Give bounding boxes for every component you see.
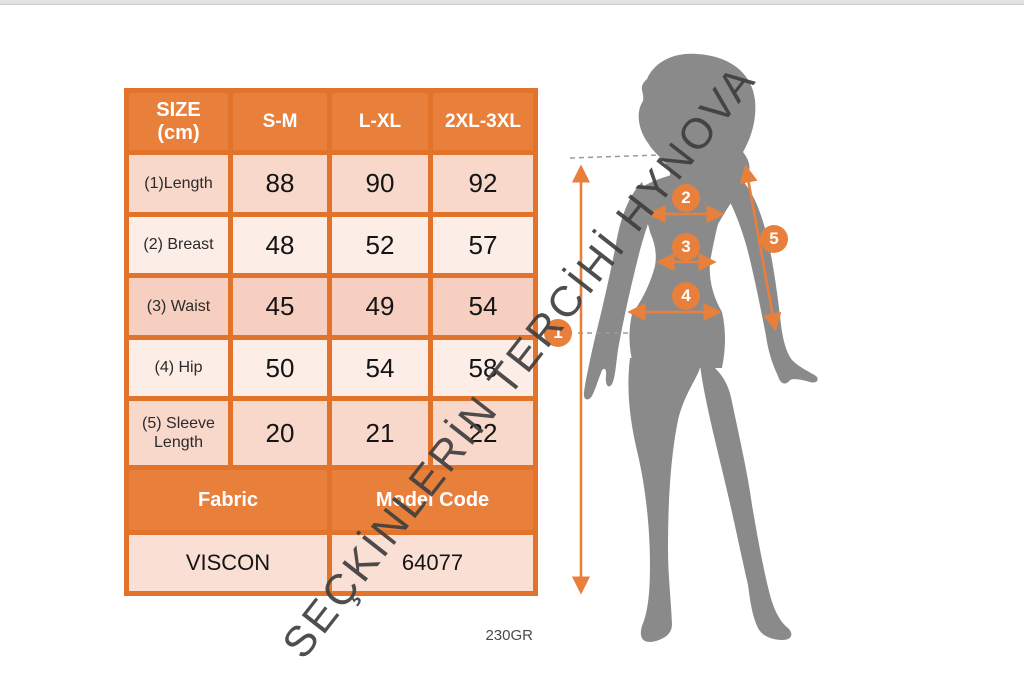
sleeve-2xl3xl: 22 (428, 396, 538, 470)
row-label-breast: (2) Breast (124, 212, 233, 278)
breast-sm: 48 (228, 212, 332, 278)
column-header-sm: S-M (228, 88, 332, 155)
length-lxl: 90 (327, 150, 433, 217)
row-label-hip: (4) Hip (124, 335, 233, 401)
figure-right-arm (730, 178, 818, 384)
breast-2xl3xl: 57 (428, 212, 538, 278)
measurement-marker-3: 3 (672, 233, 700, 261)
shoulder-dashed-line (569, 154, 661, 159)
model-code-header: Model Code (327, 465, 538, 535)
table-row-breast: (2) Breast 48 52 57 (124, 212, 538, 278)
figure-head (638, 53, 756, 196)
size-title-line1: SIZE (156, 98, 201, 121)
figure-left-leg (628, 358, 700, 642)
sleeve-arrow (739, 164, 782, 332)
hip-sm: 50 (228, 335, 332, 401)
figure-left-arm (583, 182, 652, 400)
hip-lxl: 54 (327, 335, 433, 401)
waist-sm: 45 (228, 273, 332, 340)
length-2xl3xl: 92 (428, 150, 538, 217)
row-label-sleeve: (5) Sleeve Length (124, 396, 233, 470)
column-header-lxl: L-XL (327, 88, 433, 155)
measurement-marker-2: 2 (672, 184, 700, 212)
measurement-marker-1: 1 (544, 319, 572, 347)
weight-note: 230GR (485, 627, 533, 644)
measurement-marker-5: 5 (760, 225, 788, 253)
window-top-edge (0, 0, 1024, 5)
fabric-header: Fabric (124, 465, 332, 535)
fabric-modelcode-header-row: Fabric Model Code (124, 465, 538, 535)
table-row-hip: (4) Hip 50 54 58 (124, 335, 538, 401)
row-label-length: (1)Length (124, 150, 233, 217)
model-code-value: 64077 (327, 530, 538, 596)
waist-lxl: 49 (327, 273, 433, 340)
hip-2xl3xl: 58 (428, 335, 538, 401)
table-row-sleeve: (5) Sleeve Length 20 21 22 (124, 396, 538, 470)
length-sm: 88 (228, 150, 332, 217)
size-table-header-row: SIZE (cm) S-M L-XL 2XL-3XL (124, 88, 538, 155)
size-unit-header: SIZE (cm) (124, 88, 233, 155)
figure-right-leg (700, 358, 792, 640)
size-table: SIZE (cm) S-M L-XL 2XL-3XL (1)Length 88 … (124, 88, 538, 596)
breast-lxl: 52 (327, 212, 433, 278)
measurement-marker-4: 4 (672, 282, 700, 310)
fabric-value: VISCON (124, 530, 332, 596)
size-title-line2: (cm) (157, 121, 200, 144)
sleeve-sm: 20 (228, 396, 332, 470)
column-header-2xl3xl: 2XL-3XL (428, 88, 538, 155)
sleeve-lxl: 21 (327, 396, 433, 470)
fabric-modelcode-value-row: VISCON 64077 (124, 530, 538, 596)
figure-silhouette (583, 53, 818, 642)
table-row-waist: (3) Waist 45 49 54 (124, 273, 538, 340)
waist-2xl3xl: 54 (428, 273, 538, 340)
table-row-length: (1)Length 88 90 92 (124, 150, 538, 217)
row-label-waist: (3) Waist (124, 273, 233, 340)
